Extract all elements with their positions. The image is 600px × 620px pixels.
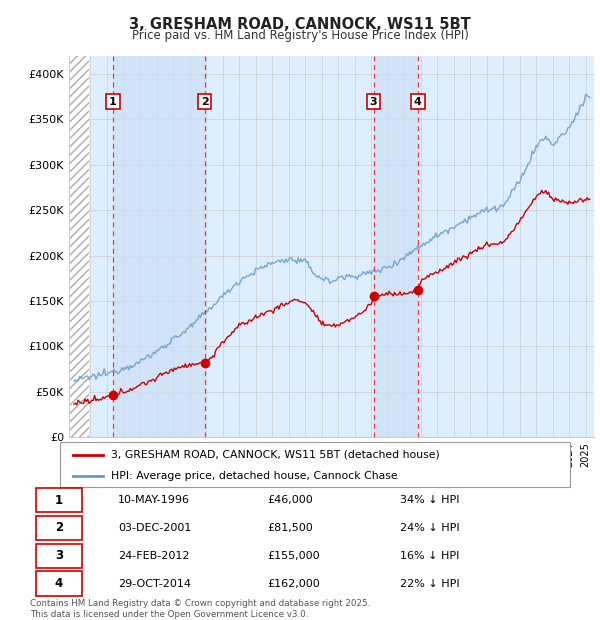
Text: £46,000: £46,000 bbox=[268, 495, 313, 505]
Text: 3, GRESHAM ROAD, CANNOCK, WS11 5BT (detached house): 3, GRESHAM ROAD, CANNOCK, WS11 5BT (deta… bbox=[111, 450, 440, 459]
Text: £155,000: £155,000 bbox=[268, 551, 320, 560]
Text: 2: 2 bbox=[55, 521, 63, 534]
Text: 24% ↓ HPI: 24% ↓ HPI bbox=[400, 523, 460, 533]
FancyBboxPatch shape bbox=[35, 488, 82, 512]
Text: 4: 4 bbox=[55, 577, 63, 590]
Text: 34% ↓ HPI: 34% ↓ HPI bbox=[400, 495, 460, 505]
Text: Price paid vs. HM Land Registry's House Price Index (HPI): Price paid vs. HM Land Registry's House … bbox=[131, 30, 469, 42]
Text: 10-MAY-1996: 10-MAY-1996 bbox=[118, 495, 190, 505]
Text: 3: 3 bbox=[370, 97, 377, 107]
Text: 2: 2 bbox=[201, 97, 209, 107]
Text: 1: 1 bbox=[55, 494, 63, 507]
Text: 03-DEC-2001: 03-DEC-2001 bbox=[118, 523, 191, 533]
Text: Contains HM Land Registry data © Crown copyright and database right 2025.
This d: Contains HM Land Registry data © Crown c… bbox=[30, 600, 370, 619]
Text: 16% ↓ HPI: 16% ↓ HPI bbox=[400, 551, 459, 560]
Text: 29-OCT-2014: 29-OCT-2014 bbox=[118, 578, 191, 588]
Text: 24-FEB-2012: 24-FEB-2012 bbox=[118, 551, 190, 560]
FancyBboxPatch shape bbox=[35, 516, 82, 540]
Text: £162,000: £162,000 bbox=[268, 578, 320, 588]
FancyBboxPatch shape bbox=[35, 572, 82, 596]
Text: 3, GRESHAM ROAD, CANNOCK, WS11 5BT: 3, GRESHAM ROAD, CANNOCK, WS11 5BT bbox=[129, 17, 471, 32]
Bar bbox=[374, 56, 418, 437]
FancyBboxPatch shape bbox=[60, 442, 570, 487]
Bar bbox=[69, 56, 89, 437]
Text: 22% ↓ HPI: 22% ↓ HPI bbox=[400, 578, 460, 588]
Text: 3: 3 bbox=[55, 549, 63, 562]
FancyBboxPatch shape bbox=[35, 544, 82, 568]
Text: 1: 1 bbox=[109, 97, 117, 107]
Text: 4: 4 bbox=[414, 97, 422, 107]
Text: £81,500: £81,500 bbox=[268, 523, 313, 533]
Bar bbox=[113, 56, 205, 437]
Text: HPI: Average price, detached house, Cannock Chase: HPI: Average price, detached house, Cann… bbox=[111, 471, 398, 480]
